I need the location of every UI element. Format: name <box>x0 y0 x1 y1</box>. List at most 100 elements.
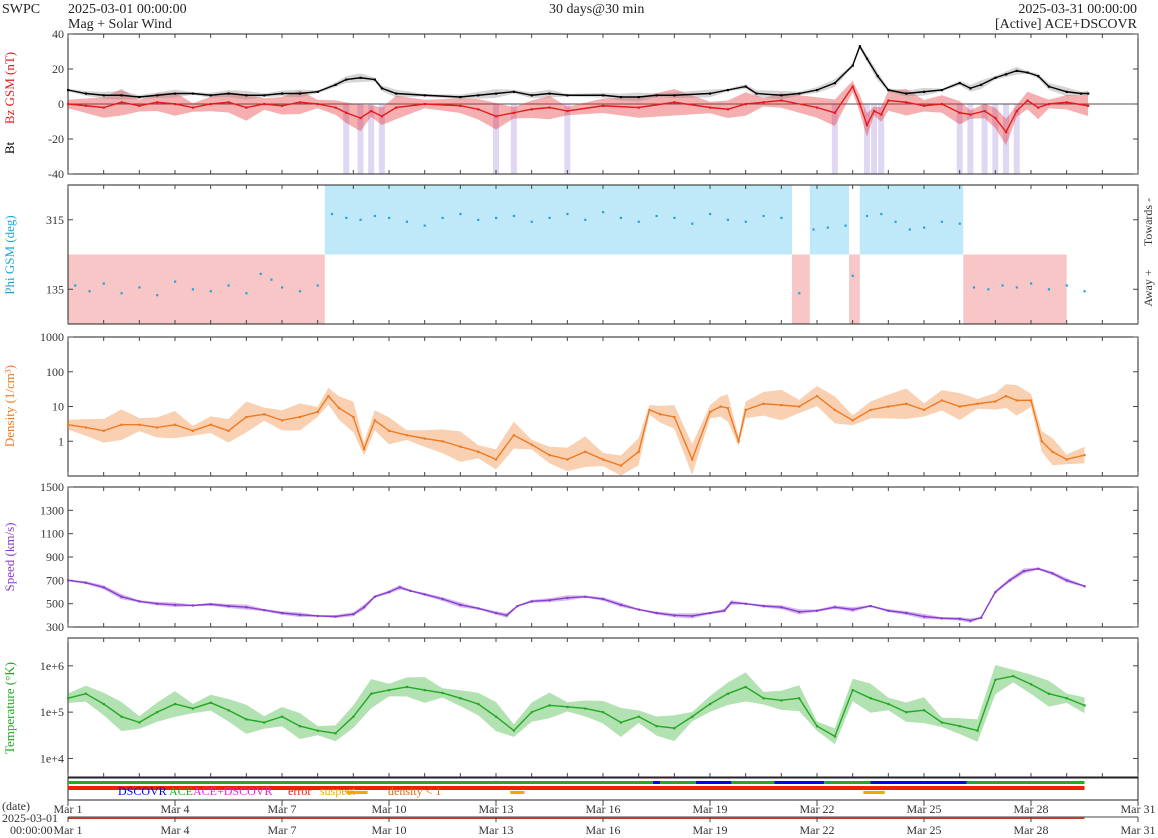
bz-point <box>298 101 302 104</box>
x-tick-label: Mar 16 <box>586 802 621 816</box>
phi-point <box>865 214 869 218</box>
speed-point <box>833 606 837 609</box>
bz-point <box>744 103 747 106</box>
bz-point <box>858 103 861 106</box>
x-tick-label: Mar 10 <box>372 802 407 816</box>
status-segment-ace <box>824 781 871 784</box>
bz-point <box>102 106 105 109</box>
bt-point <box>530 94 533 97</box>
phi-point <box>1030 282 1033 285</box>
legend-low_density: density < 1 <box>388 784 441 798</box>
bt-point <box>619 96 623 99</box>
phi-point <box>174 280 177 283</box>
bt-point <box>744 85 747 88</box>
density-point <box>1065 458 1068 461</box>
bt-point <box>191 92 195 95</box>
x-tick-label: Mar 22 <box>800 802 835 816</box>
bz-point <box>673 101 676 104</box>
density-point <box>833 408 837 412</box>
bt-point <box>423 94 426 97</box>
speed-point <box>263 609 266 612</box>
speed-point <box>281 612 284 615</box>
x-tick-label: Mar 22 <box>800 823 835 837</box>
bt-point <box>655 94 658 97</box>
bz-point <box>395 106 398 109</box>
phi-point <box>373 214 376 218</box>
density-point <box>405 434 409 437</box>
temperature-point <box>441 691 444 695</box>
phi-point <box>584 218 587 221</box>
density-point <box>495 458 498 461</box>
end-time: 2025-03-31 00:00:00 <box>1018 2 1137 17</box>
phi-point <box>619 216 623 220</box>
temperature-point <box>602 711 605 714</box>
coverage-bar <box>68 817 1085 819</box>
density-point <box>619 464 623 467</box>
density-point <box>719 405 722 408</box>
phi-point <box>209 290 212 293</box>
phi-point <box>495 216 498 220</box>
x-tick-label: Mar 25 <box>907 802 942 816</box>
phi-point <box>74 284 77 287</box>
phi-point <box>345 216 348 220</box>
y-tick-label: 40 <box>52 27 64 41</box>
bz-point <box>120 101 123 104</box>
bz-point <box>281 104 284 107</box>
temperature-point <box>156 711 159 714</box>
phi-point <box>191 288 195 291</box>
bt-point <box>566 94 569 97</box>
bt-point <box>958 82 961 85</box>
y-tick-label: 315 <box>46 213 64 227</box>
temperature-point <box>459 697 462 700</box>
speed-point <box>780 606 783 609</box>
density-point <box>281 419 284 422</box>
temperature-point <box>191 707 195 710</box>
y-tick-label: -40 <box>48 167 64 181</box>
phi-point <box>359 218 362 221</box>
bt-point <box>755 92 758 95</box>
bt-point <box>120 94 123 97</box>
phi-point <box>512 214 516 218</box>
temperature-point <box>227 709 230 712</box>
temperature-point <box>780 699 783 702</box>
temperature-envelope <box>68 665 1085 745</box>
phi-point <box>1015 286 1018 289</box>
bz-point <box>873 110 876 113</box>
away-sector <box>68 254 325 324</box>
phi-point <box>281 286 284 289</box>
phi-point <box>102 282 105 285</box>
density-point <box>316 410 319 414</box>
temperature-point <box>263 721 266 724</box>
bz-point <box>495 115 498 118</box>
bt-point <box>887 89 890 92</box>
bt-envelope <box>68 43 1089 102</box>
phi-point <box>637 220 640 223</box>
legend-combined: ACE+DSCOVR <box>193 784 272 798</box>
southward-bz-shade <box>992 104 999 174</box>
density-point <box>1030 399 1033 402</box>
speed-point <box>637 608 640 611</box>
temperature-point <box>816 725 819 728</box>
bz-point <box>983 110 986 113</box>
temperature-point <box>1083 704 1086 707</box>
bt-point <box>798 92 801 95</box>
southward-bz-shade <box>967 104 974 174</box>
bt-point <box>245 94 248 97</box>
legend-suspect: suspect <box>320 784 356 798</box>
bt-point <box>495 92 498 95</box>
bz-point <box>905 101 908 104</box>
bt-point <box>865 57 869 60</box>
density-point <box>363 447 366 451</box>
subtitle: Mag + Solar Wind <box>68 17 172 32</box>
speed-point <box>316 614 319 618</box>
density-point <box>373 419 376 422</box>
temperature-point <box>726 692 730 695</box>
phi-point <box>987 288 990 291</box>
bz-point <box>566 110 569 113</box>
temperature-point <box>281 715 284 718</box>
temperature-point <box>619 721 623 724</box>
bz-point <box>512 111 516 114</box>
density-point <box>548 454 551 457</box>
status-segment-ace <box>731 781 775 784</box>
away-sector <box>792 254 810 324</box>
